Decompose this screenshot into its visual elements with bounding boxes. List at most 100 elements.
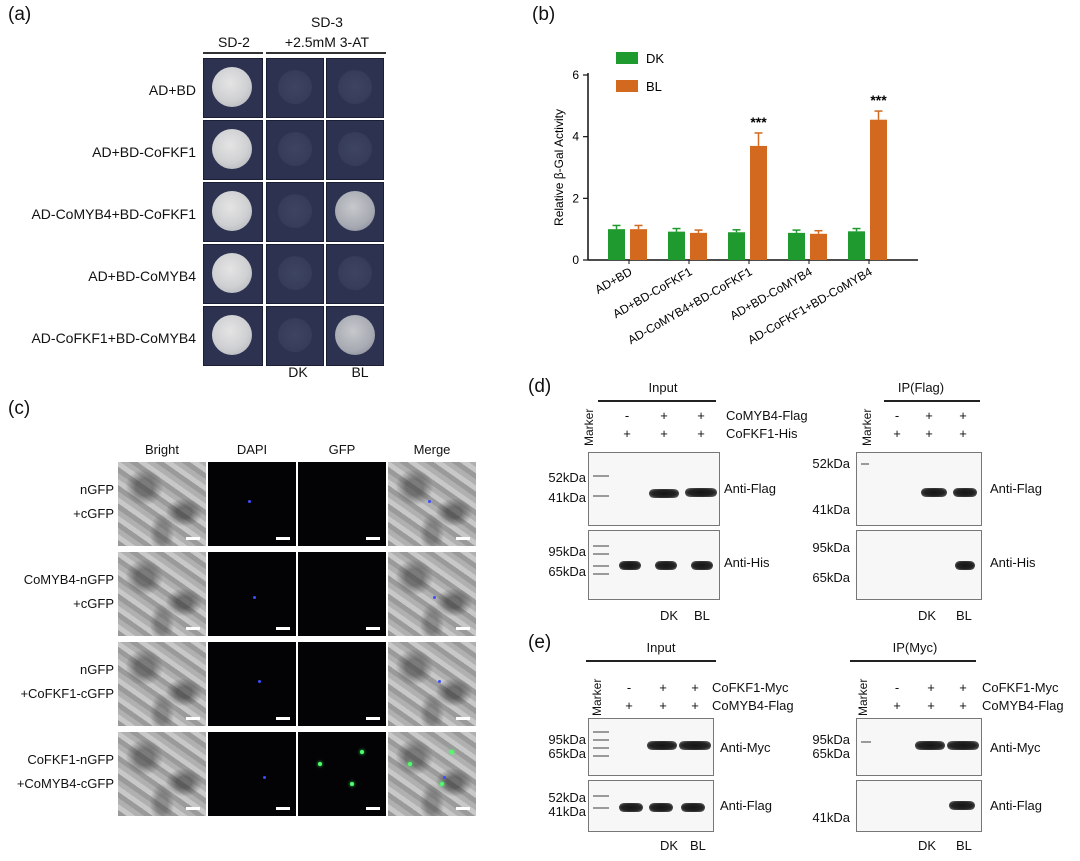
bar-dk bbox=[668, 231, 685, 260]
marker-band bbox=[593, 755, 609, 757]
yeast-colony bbox=[212, 191, 252, 231]
e-lane-dk: DK bbox=[660, 838, 679, 853]
scale-bar bbox=[456, 627, 470, 630]
marker-band bbox=[861, 463, 869, 465]
d-sign: + bbox=[697, 426, 705, 441]
micrograph-bright bbox=[118, 732, 206, 816]
yeast-plate-spot bbox=[266, 306, 324, 366]
nucleus-dot bbox=[443, 776, 446, 779]
col-header-sd3: SD-3 bbox=[311, 14, 343, 30]
d-sign: + bbox=[660, 426, 668, 441]
yeast-colony bbox=[278, 256, 312, 290]
bifc-row-label-line1: nGFP bbox=[80, 482, 114, 497]
bifc-row-label-line2: +CoMYB4-cGFP bbox=[16, 776, 114, 791]
d-antibody-flag: Anti-Flag bbox=[724, 481, 777, 496]
e-antibody-myc: Anti-Myc bbox=[720, 740, 771, 755]
bifc-row-label-line1: CoFKF1-nGFP bbox=[27, 752, 114, 767]
e-kda: 95kDa bbox=[548, 732, 586, 747]
micrograph-bright bbox=[118, 552, 206, 636]
yeast-colony bbox=[278, 70, 312, 104]
d-antibody-his: Anti-His bbox=[724, 555, 770, 570]
bifc-row-label-line2: +CoFKF1-cGFP bbox=[20, 686, 114, 701]
d-ip-blot-flag bbox=[856, 452, 982, 526]
marker-band bbox=[593, 545, 609, 547]
e-input-blot-flag bbox=[588, 780, 714, 832]
nucleus-dot bbox=[248, 500, 251, 503]
gfp-signal-dot bbox=[440, 782, 444, 786]
e-ip-row2-label: CoMYB4-Flag bbox=[982, 698, 1064, 713]
yeast-plate-spot bbox=[203, 120, 263, 180]
yeast-plate-spot bbox=[326, 120, 384, 180]
yeast-plate-spot bbox=[326, 58, 384, 118]
e-antibody-flag: Anti-Flag bbox=[720, 798, 773, 813]
band bbox=[685, 488, 717, 497]
d-ip-sign: + bbox=[925, 408, 933, 423]
scale-bar bbox=[186, 537, 200, 540]
plate-label-dk: DK bbox=[288, 364, 308, 380]
e-ip-kda: 41kDa bbox=[812, 810, 850, 825]
micrograph-gfp bbox=[298, 552, 386, 636]
col-header-merge: Merge bbox=[413, 442, 451, 457]
e-ip-sign: + bbox=[893, 698, 901, 713]
e-lane-bl: BL bbox=[690, 838, 706, 853]
bar-bl bbox=[870, 119, 887, 260]
yeast-row-label: AD+BD bbox=[148, 82, 196, 98]
bar-dk bbox=[728, 232, 745, 260]
scale-bar bbox=[366, 627, 380, 630]
bar-bl bbox=[750, 145, 767, 260]
marker-band bbox=[593, 795, 609, 797]
d-lane-dk: DK bbox=[660, 608, 679, 623]
yeast-colony bbox=[278, 132, 312, 166]
bar-dk bbox=[848, 231, 865, 260]
d-lane-bl: BL bbox=[694, 608, 710, 623]
d-ip-sign: + bbox=[925, 426, 933, 441]
e-ip-blot-myc bbox=[856, 718, 982, 776]
bar-dk bbox=[608, 229, 625, 260]
e-sign: + bbox=[691, 680, 699, 695]
col-header-dapi: DAPI bbox=[236, 442, 268, 457]
significance-mark: *** bbox=[870, 92, 887, 108]
nucleus-dot bbox=[438, 680, 441, 683]
e-ip-lane-bl: BL bbox=[956, 838, 972, 853]
micrograph-bright bbox=[118, 462, 206, 546]
e-input-bracket bbox=[586, 660, 716, 662]
e-ip-sign: + bbox=[959, 698, 967, 713]
nucleus-dot bbox=[258, 680, 261, 683]
micrograph-dapi bbox=[208, 642, 296, 726]
x-tick-label: AD+BD bbox=[593, 264, 635, 296]
scale-bar bbox=[276, 807, 290, 810]
yeast-colony bbox=[338, 70, 372, 104]
marker-band bbox=[593, 475, 609, 477]
legend-label-bl: BL bbox=[646, 79, 662, 94]
nucleus-dot bbox=[433, 596, 436, 599]
e-row2-label: CoMYB4-Flag bbox=[712, 698, 794, 713]
marker-band bbox=[593, 731, 609, 733]
band bbox=[619, 561, 641, 570]
e-kda: 52kDa bbox=[548, 790, 586, 805]
d-ip-kda: 65kDa bbox=[812, 570, 850, 585]
yeast-plate-spot bbox=[203, 306, 263, 366]
d-row1-label: CoMYB4-Flag bbox=[726, 408, 808, 423]
d-ip-sign: + bbox=[959, 426, 967, 441]
panel-e-label: (e) bbox=[528, 632, 552, 653]
legend-swatch-bl bbox=[616, 80, 638, 92]
d-ip-antibody-his: Anti-His bbox=[990, 555, 1036, 570]
divider bbox=[203, 52, 263, 54]
scale-bar bbox=[366, 537, 380, 540]
gfp-signal-dot bbox=[350, 782, 354, 786]
yeast-row-label: AD-CoMYB4+BD-CoFKF1 bbox=[31, 206, 196, 222]
e-input-title: Input bbox=[646, 640, 676, 655]
band bbox=[649, 489, 679, 498]
bar-bl bbox=[810, 233, 827, 260]
d-sign: + bbox=[660, 408, 668, 423]
yeast-plate-spot bbox=[266, 182, 324, 242]
yeast-plate-spot bbox=[326, 182, 384, 242]
d-ip-bracket bbox=[884, 400, 980, 402]
d-ip-marker: Marker bbox=[860, 408, 874, 446]
yeast-colony bbox=[212, 253, 252, 293]
d-ip-sign: - bbox=[894, 408, 900, 423]
e-ip-title: IP(Myc) bbox=[892, 640, 938, 655]
yeast-colony bbox=[335, 315, 375, 355]
d-kda: 95kDa bbox=[548, 544, 586, 559]
